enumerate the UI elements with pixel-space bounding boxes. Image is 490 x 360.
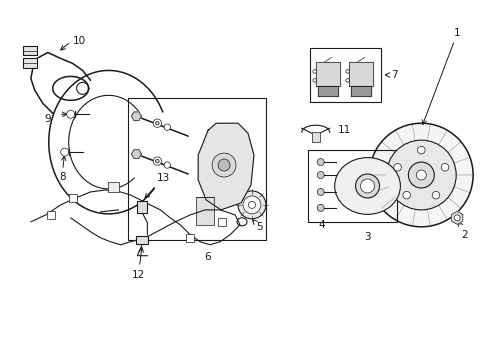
Circle shape (313, 78, 317, 82)
Text: 9: 9 (44, 114, 51, 124)
Circle shape (243, 196, 261, 214)
Circle shape (394, 163, 401, 171)
Text: 8: 8 (59, 172, 66, 182)
Text: 2: 2 (459, 221, 468, 240)
Polygon shape (348, 62, 372, 86)
Circle shape (164, 124, 171, 130)
Bar (128, 98, 266, 240)
Text: 5: 5 (253, 220, 263, 232)
Bar (137, 201, 147, 213)
Text: 11: 11 (338, 125, 351, 135)
Polygon shape (316, 62, 340, 86)
Bar (308, 150, 397, 222)
Bar (218, 218, 226, 226)
Text: 1: 1 (422, 28, 461, 125)
Circle shape (317, 159, 324, 166)
Circle shape (417, 146, 425, 154)
Text: 10: 10 (73, 36, 86, 46)
Circle shape (441, 163, 449, 171)
Circle shape (164, 162, 171, 168)
Circle shape (454, 215, 460, 221)
Circle shape (153, 119, 162, 127)
Bar (69, 194, 76, 202)
Text: 3: 3 (364, 232, 371, 242)
Circle shape (248, 201, 255, 208)
Text: 13: 13 (145, 173, 170, 198)
Circle shape (346, 78, 349, 82)
Bar (23, 45, 37, 55)
Circle shape (155, 121, 159, 125)
Circle shape (369, 123, 473, 227)
Circle shape (153, 157, 162, 165)
Bar (136, 236, 148, 244)
Polygon shape (452, 211, 463, 224)
Polygon shape (131, 150, 142, 158)
Polygon shape (350, 86, 370, 96)
Circle shape (238, 191, 266, 219)
Circle shape (218, 159, 230, 171)
Circle shape (356, 174, 379, 198)
Text: 6: 6 (204, 252, 211, 262)
Bar (47, 211, 55, 219)
Circle shape (212, 153, 236, 177)
Bar (312, 132, 319, 142)
Bar (186, 234, 194, 242)
Circle shape (416, 170, 426, 180)
Circle shape (67, 110, 74, 118)
Ellipse shape (335, 158, 400, 214)
Text: 7: 7 (392, 70, 398, 80)
Circle shape (408, 162, 434, 188)
Polygon shape (131, 112, 142, 121)
Bar (310, 48, 382, 102)
Circle shape (61, 148, 69, 156)
Circle shape (155, 159, 159, 163)
Circle shape (313, 69, 317, 73)
Bar (107, 182, 120, 192)
Circle shape (346, 69, 349, 73)
Polygon shape (318, 86, 338, 96)
Circle shape (387, 140, 456, 210)
Circle shape (317, 171, 324, 179)
Bar (23, 58, 37, 68)
Bar (196, 197, 214, 225)
Circle shape (317, 189, 324, 195)
Circle shape (317, 204, 324, 211)
Circle shape (361, 179, 374, 193)
Text: 12: 12 (132, 248, 145, 280)
Circle shape (432, 192, 440, 199)
Text: 4: 4 (318, 220, 325, 230)
Polygon shape (198, 123, 254, 210)
Circle shape (403, 192, 411, 199)
